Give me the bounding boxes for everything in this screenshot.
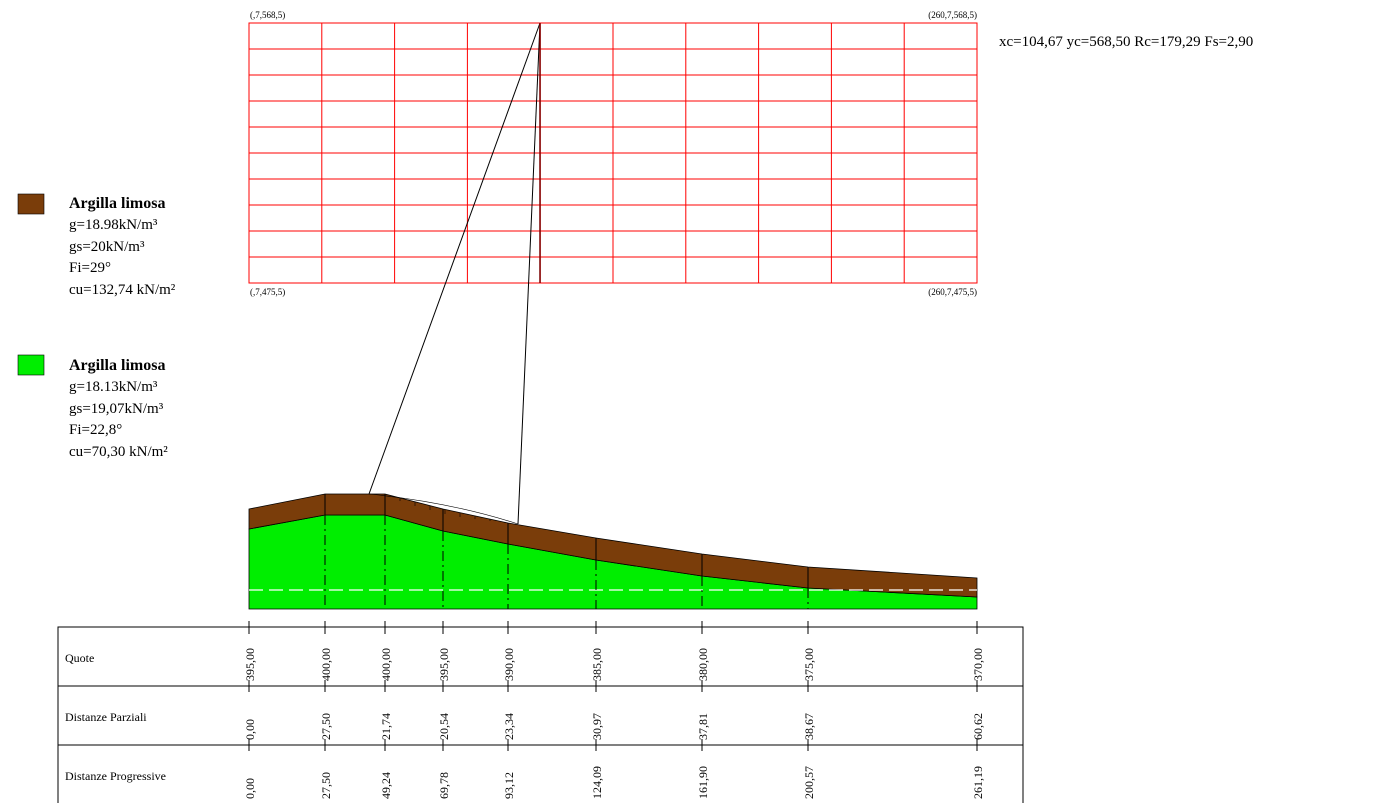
grid-corner-bottom-right: (260,7,475,5) — [928, 287, 977, 297]
distanza-parziale-value: 60,62 — [971, 713, 985, 740]
result-label: xc=104,67 yc=568,50 Rc=179,29 Fs=2,90 — [999, 34, 1253, 50]
profile-table — [57, 626, 1024, 803]
legend-material-1-name: Argilla limosa — [69, 195, 165, 212]
legend-material-1-fi: Fi=29° — [69, 260, 111, 276]
distanza-parziale-value: 23,34 — [502, 713, 516, 740]
distanza-progressiva-value: 93,12 — [502, 772, 516, 799]
distanza-parziale-value: 0,00 — [243, 719, 257, 740]
distanza-progressiva-value: 200,57 — [802, 766, 816, 799]
distanza-progressiva-value: 0,00 — [243, 778, 257, 799]
distanza-parziale-value: 20,54 — [437, 713, 451, 740]
grid-corner-top-left: (,7,568,5) — [250, 10, 285, 20]
critical-radius-line-right — [517, 22, 541, 525]
distanza-progressiva-value: 49,24 — [379, 772, 393, 799]
legend-material-2-fi: Fi=22,8° — [69, 422, 122, 438]
quote-value: 400,00 — [319, 648, 333, 681]
legend-material-2-g: g=18.13kN/m³ — [69, 379, 158, 395]
quote-value: 395,00 — [437, 648, 451, 681]
quote-value: 370,00 — [971, 648, 985, 681]
quote-value: 400,00 — [379, 648, 393, 681]
legend-swatch-green — [17, 354, 45, 376]
distanza-parziale-value: 37,81 — [696, 713, 710, 740]
distanza-parziale-value: 30,97 — [590, 713, 604, 740]
legend-material-1-gs: gs=20kN/m³ — [69, 239, 145, 255]
quote-value: 395,00 — [243, 648, 257, 681]
quote-value: 380,00 — [696, 648, 710, 681]
distanza-progressiva-value: 124,09 — [590, 766, 604, 799]
table-row-label-distanze-parziali: Distanze Parziali — [65, 710, 147, 724]
distanza-progressiva-value: 27,50 — [319, 772, 333, 799]
legend-material-1-g: g=18.98kN/m³ — [69, 217, 158, 233]
distanza-progressiva-value: 261,19 — [971, 766, 985, 799]
grid-corner-top-right: (260,7,568,5) — [928, 10, 977, 20]
center-search-grid — [248, 22, 978, 284]
quote-value: 385,00 — [590, 648, 604, 681]
legend-material-2-cu: cu=70,30 kN/m² — [69, 444, 168, 460]
legend-swatch-brown — [17, 193, 45, 215]
distanza-progressiva-value: 161,90 — [696, 766, 710, 799]
legend-material-1-cu: cu=132,74 kN/m² — [69, 282, 176, 298]
table-row-label-quote: Quote — [65, 651, 94, 665]
legend-material-2-gs: gs=19,07kN/m³ — [69, 401, 164, 417]
grid-corner-bottom-left: (,7,475,5) — [250, 287, 285, 297]
quote-value: 390,00 — [502, 648, 516, 681]
distanza-parziale-value: 38,67 — [802, 713, 816, 740]
distanza-parziale-value: 27,50 — [319, 713, 333, 740]
table-ticks — [248, 621, 978, 751]
legend-material-2-name: Argilla limosa — [69, 357, 165, 374]
critical-radius-line-left — [368, 22, 541, 495]
distanza-progressiva-value: 69,78 — [437, 772, 451, 799]
quote-value: 375,00 — [802, 648, 816, 681]
table-values: 395,00 400,00 400,00 395,00 390,00 385,00 380,… — [243, 648, 985, 799]
table-row-label-distanze-progressive: Distanze Progressive — [65, 769, 166, 783]
distanza-parziale-value: 21,74 — [379, 713, 393, 740]
station-lines — [324, 494, 809, 609]
